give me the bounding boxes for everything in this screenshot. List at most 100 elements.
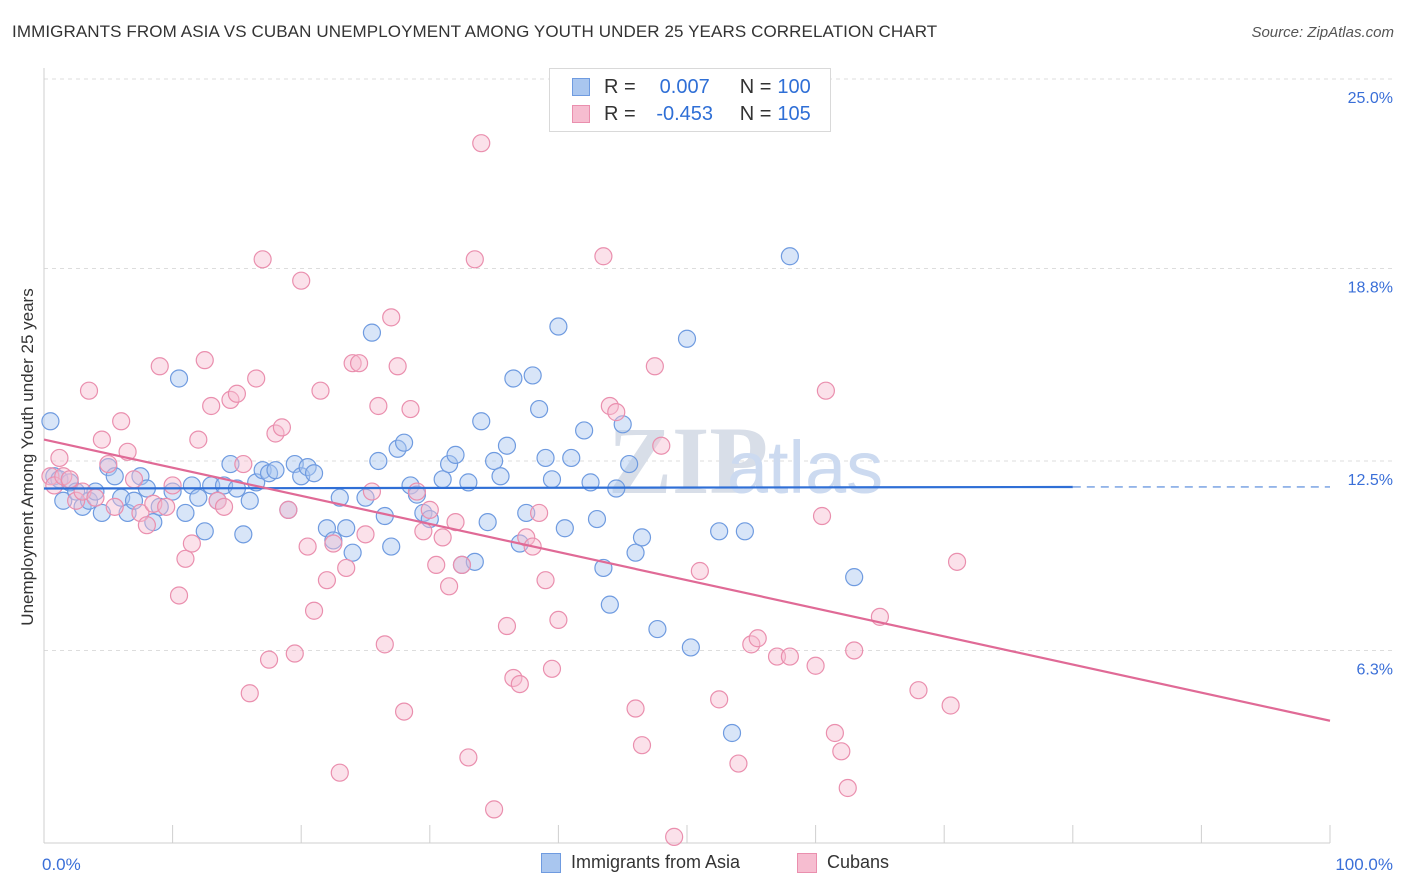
y-axis-title: Unemployment Among Youth under 25 years (18, 288, 37, 625)
point-asia (459, 473, 478, 492)
point-asia (780, 247, 799, 266)
point-cubans (99, 454, 118, 474)
point-cubans (105, 497, 124, 516)
legend-row-cubans: R = -0.453 N = 105 (572, 102, 811, 126)
point-cubans (472, 134, 491, 153)
point-cubans (67, 491, 86, 510)
point-asia (433, 470, 452, 489)
point-asia (234, 525, 253, 544)
point-asia (189, 488, 208, 507)
point-asia (176, 503, 195, 523)
point-cubans (536, 571, 555, 590)
point-cubans (362, 482, 382, 501)
point-asia (304, 464, 324, 483)
point-cubans (247, 369, 266, 388)
point-asia (41, 412, 60, 431)
legend-swatch-blue (541, 852, 561, 873)
point-asia (530, 399, 549, 419)
point-cubans (806, 656, 825, 675)
legend-swatch-pink (572, 105, 590, 123)
series-cubans (41, 134, 967, 846)
point-cubans (157, 497, 176, 516)
point-cubans (382, 308, 401, 327)
legend-swatch-blue (572, 78, 590, 96)
axes (43, 68, 1331, 844)
trend-lines (43, 438, 1331, 722)
point-cubans (169, 586, 189, 605)
point-asia (362, 323, 382, 342)
point-cubans (941, 696, 960, 715)
point-cubans (909, 681, 928, 700)
legend-r-value: -0.453 (656, 102, 714, 125)
point-cubans (401, 399, 420, 419)
legend-item-asia[interactable]: Immigrants from Asia (541, 852, 740, 873)
point-asia (575, 421, 594, 440)
point-cubans (227, 384, 246, 403)
point-cubans (665, 827, 684, 846)
point-cubans (748, 629, 767, 648)
point-cubans (485, 800, 504, 819)
point-cubans (652, 436, 671, 455)
legend-r-label: R = (604, 75, 636, 98)
point-cubans (497, 616, 517, 636)
legend-n-label: N = (739, 102, 772, 125)
point-cubans (279, 500, 298, 519)
point-asia (439, 454, 459, 474)
point-asia (221, 454, 240, 474)
point-asia (536, 448, 555, 468)
point-asia (169, 369, 189, 388)
point-cubans (388, 357, 407, 376)
point-cubans (112, 412, 131, 431)
point-cubans (337, 558, 356, 578)
point-cubans (420, 500, 439, 519)
chart-title: IMMIGRANTS FROM ASIA VS CUBAN UNEMPLOYME… (12, 22, 938, 41)
point-cubans (825, 723, 844, 743)
y-tick-label: 6.3% (1357, 661, 1393, 678)
legend-r-value: 0.007 (659, 75, 710, 98)
y-tick-label: 18.8% (1348, 279, 1393, 296)
legend-swatch-pink (797, 852, 817, 873)
point-cubans (947, 552, 967, 571)
point-asia (330, 488, 349, 507)
legend-item-cubans[interactable]: Cubans (797, 852, 889, 873)
point-asia (504, 369, 523, 388)
point-asia (478, 513, 497, 532)
point-asia (677, 329, 697, 348)
point-asia (382, 537, 401, 556)
point-cubans (150, 357, 169, 376)
point-asia (722, 723, 742, 743)
point-asia (562, 448, 581, 468)
point-cubans (195, 351, 214, 370)
point-cubans (60, 470, 79, 489)
point-cubans (427, 555, 446, 575)
point-cubans (369, 396, 388, 416)
point-cubans (816, 381, 835, 400)
point-asia (549, 317, 568, 336)
point-cubans (41, 467, 60, 486)
trend-line-cubans (43, 438, 1331, 722)
point-cubans (542, 659, 562, 678)
point-cubans (285, 644, 304, 663)
point-asia (86, 482, 105, 501)
point-asia (555, 519, 574, 538)
point-cubans (780, 647, 799, 666)
source-label: Source: ZipAtlas.com (1251, 24, 1394, 41)
y-tick-label: 12.5% (1348, 472, 1393, 489)
point-cubans (292, 271, 311, 290)
point-asia (648, 619, 667, 639)
point-cubans (176, 549, 195, 568)
point-cubans (317, 571, 337, 590)
point-asia (497, 436, 517, 455)
trend-line-asia (43, 485, 1073, 490)
legend-n-label: N = (739, 75, 772, 98)
point-cubans (330, 763, 349, 782)
point-asia (517, 503, 536, 523)
point-cubans (86, 488, 105, 507)
point-cubans (298, 537, 317, 556)
point-cubans (324, 534, 343, 553)
tick-labels: 6.3% 12.5% 18.8% 25.0% 0.0% 100.0% (42, 90, 1393, 874)
point-asia (195, 522, 214, 541)
point-cubans (710, 690, 729, 709)
point-cubans (182, 534, 201, 553)
